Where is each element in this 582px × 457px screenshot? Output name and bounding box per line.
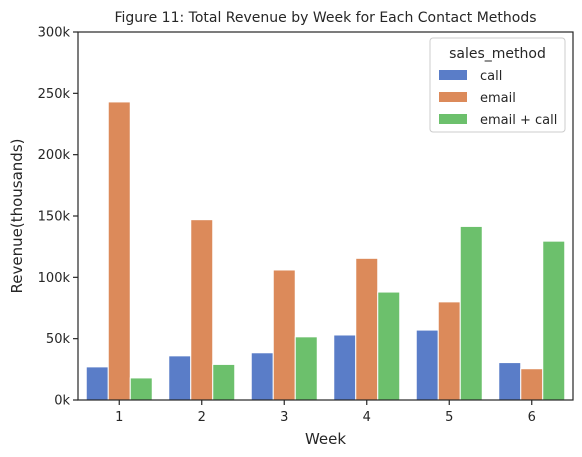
legend-title: sales_method <box>449 46 546 62</box>
bars-group <box>85 101 566 401</box>
bar-call-week-6 <box>498 362 522 401</box>
y-tick-label: 150k <box>38 210 71 225</box>
y-tick-label: 250k <box>38 87 71 102</box>
x-tick-label: 1 <box>115 410 123 425</box>
legend-items: call email email + call <box>439 69 557 128</box>
bar-email-week-1 <box>107 101 131 401</box>
legend: sales_method call email email + call <box>429 37 566 133</box>
plot-frame <box>77 31 574 401</box>
legend-swatch-email-call <box>439 114 467 124</box>
x-axis: 1 2 3 4 5 6 <box>115 400 536 425</box>
bar-call-week-3 <box>250 352 274 401</box>
bar-email-call-week-5 <box>459 225 483 401</box>
bar-email-week-3 <box>272 269 296 401</box>
legend-label-email-call: email + call <box>480 113 557 128</box>
x-tick-label: 4 <box>363 410 371 425</box>
y-tick-label: 50k <box>46 332 71 347</box>
legend-box <box>429 37 566 133</box>
bar-email-call-week-2 <box>212 363 236 401</box>
y-tick-label: 300k <box>38 26 71 41</box>
bar-call-week-5 <box>415 329 439 401</box>
bar-email-week-4 <box>355 257 379 401</box>
bar-call-week-1 <box>85 366 109 401</box>
bar-call-week-4 <box>333 334 357 401</box>
y-tick-label: 200k <box>38 148 71 163</box>
x-tick-label: 5 <box>445 410 453 425</box>
y-tick-label: 100k <box>38 271 71 286</box>
bar-email-call-week-6 <box>542 240 566 401</box>
bar-email-call-week-3 <box>294 336 318 401</box>
legend-label-call: call <box>480 69 502 84</box>
legend-swatch-call <box>439 70 467 80</box>
x-tick-label: 6 <box>528 410 536 425</box>
legend-swatch-email <box>439 92 467 102</box>
y-tick-label: 0k <box>54 394 70 409</box>
x-tick-label: 3 <box>280 410 288 425</box>
bar-email-call-week-1 <box>129 377 153 401</box>
bar-email-call-week-4 <box>377 291 401 401</box>
bar-email-week-5 <box>437 301 461 401</box>
y-axis: 0k 50k 100k 150k 200k 250k 300k <box>38 26 78 409</box>
bar-email-week-6 <box>520 368 544 401</box>
x-axis-label: Week <box>305 430 346 448</box>
bar-call-week-2 <box>168 355 192 401</box>
legend-label-email: email <box>480 91 516 106</box>
y-axis-label: Revenue(thousands) <box>8 139 26 294</box>
chart-title: Figure 11: Total Revenue by Week for Eac… <box>114 10 536 26</box>
bar-email-week-2 <box>190 219 214 401</box>
x-tick-label: 2 <box>198 410 206 425</box>
